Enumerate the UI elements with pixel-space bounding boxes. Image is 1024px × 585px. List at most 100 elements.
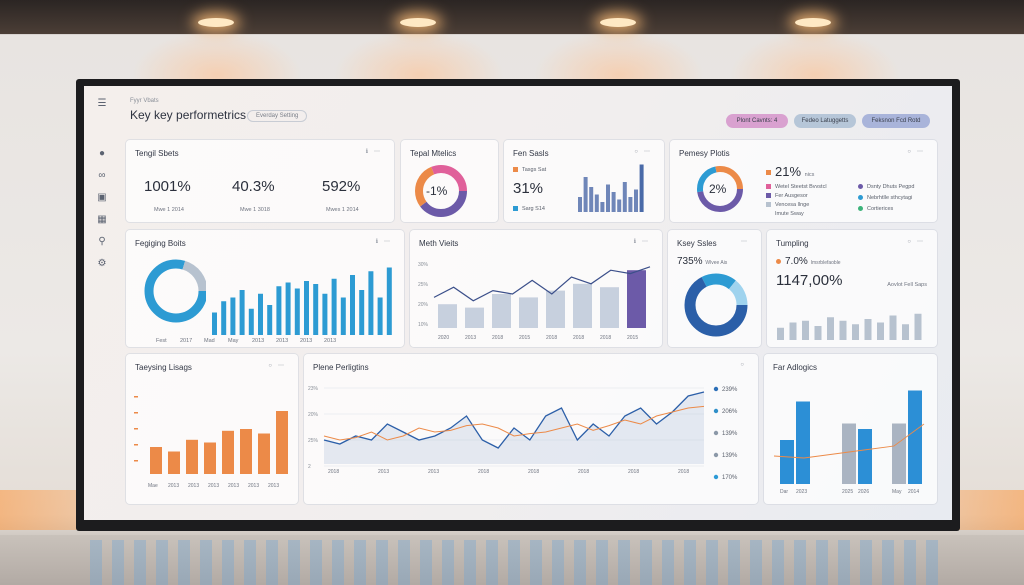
ceiling-light: [795, 18, 831, 27]
settings-tag[interactable]: Everday Setting: [247, 110, 308, 122]
more-icon[interactable]: ⋯: [384, 239, 396, 245]
ceiling-light: [400, 18, 436, 27]
bar-chart: [777, 313, 922, 340]
tick-label: 23%: [308, 386, 319, 392]
legend-item: Nebrhtlle sthcytagi: [858, 195, 912, 201]
donut-center-value: 2%: [709, 182, 727, 196]
tick-label: 2015: [627, 335, 638, 341]
bar: [322, 293, 328, 335]
tick-label: 30%: [418, 262, 429, 268]
card-title: Ksey Ssles: [677, 239, 717, 248]
card-actions[interactable]: ○⋯: [907, 238, 929, 245]
header-pill-plant[interactable]: Plont Cavnts: 4: [726, 114, 788, 128]
tick-label: May: [892, 489, 902, 495]
bar: [780, 440, 794, 484]
bar: [814, 326, 822, 340]
menu-icon[interactable]: ☰: [97, 98, 107, 109]
more-icon[interactable]: ⋯: [741, 239, 753, 245]
bar: [386, 267, 392, 335]
card-title: Meth Vieits: [419, 239, 459, 248]
legend-dot: [858, 184, 863, 190]
ceiling: [0, 0, 1024, 34]
tick-label: 2018: [328, 469, 339, 475]
series-line: [773, 423, 925, 459]
tick-label: 25%: [308, 438, 319, 444]
bar: [258, 433, 270, 474]
tick-label: 2013: [300, 338, 312, 344]
bar: [186, 439, 198, 474]
tick-mark: [134, 460, 138, 462]
bar: [230, 297, 236, 335]
legend-item: Fer Ausgesor: [766, 193, 808, 199]
card-actions[interactable]: ○: [740, 362, 750, 368]
bar: [892, 423, 906, 484]
card-title: Tumpling: [776, 239, 809, 248]
legend-swatch: [766, 184, 771, 190]
card-title: Far Adlogics: [773, 363, 818, 372]
bar: [150, 447, 162, 474]
bar: [789, 322, 797, 340]
card-title: Tepal Mtelics: [410, 149, 457, 158]
info-icon[interactable]: ℹ: [375, 239, 384, 245]
card-title: Taeysing Lisags: [135, 363, 192, 372]
more-icon[interactable]: ⋯: [374, 149, 386, 155]
kpi-value: 592%: [322, 178, 361, 195]
card-actions[interactable]: ○⋯: [268, 362, 290, 369]
bar: [276, 411, 288, 474]
card-actions[interactable]: ℹ⋯: [634, 238, 654, 245]
legend-swatch: [766, 193, 771, 199]
bar-chart: Dar 2023 2025 2026 May 2014: [773, 390, 925, 495]
kpi-suffix: Imsrblefaoble: [810, 260, 841, 266]
kpi-suffix: nics: [804, 172, 815, 178]
more-icon[interactable]: ⋯: [644, 149, 656, 155]
info-icon[interactable]: ℹ: [365, 149, 374, 155]
tick-label: 20%: [308, 412, 319, 418]
tick-label: 2018: [528, 469, 539, 475]
bar: [611, 192, 616, 212]
bar: [827, 317, 834, 340]
bar: [877, 322, 884, 340]
donut-segment: [684, 273, 748, 337]
tick-label: 2018: [678, 469, 689, 475]
bar: [465, 307, 484, 328]
card-actions[interactable]: ○⋯: [907, 148, 929, 155]
card-actions[interactable]: ○⋯: [634, 148, 656, 155]
info-icon[interactable]: ○: [268, 363, 278, 369]
header-pill-feksnon[interactable]: Feksnon Fcd Rotd: [862, 114, 930, 128]
inbox-icon[interactable]: ▣: [97, 192, 107, 203]
info-icon[interactable]: ℹ: [633, 239, 642, 245]
link-icon[interactable]: ∞: [98, 170, 106, 181]
info-icon[interactable]: ○: [907, 239, 917, 245]
chart-icon[interactable]: ▦: [97, 214, 107, 225]
settings-icon[interactable]: ⚙: [97, 258, 107, 269]
more-icon[interactable]: ⋯: [917, 149, 929, 155]
card-actions[interactable]: ℹ⋯: [376, 238, 396, 245]
bar: [212, 312, 217, 335]
card-total-sales: Tengil Sbets ℹ⋯ 1001% Mwe 1 2014 40.3% M…: [126, 140, 394, 222]
info-icon[interactable]: ○: [907, 149, 917, 155]
more-icon[interactable]: ⋯: [278, 363, 290, 369]
user-icon[interactable]: ●: [98, 148, 106, 159]
search-icon[interactable]: ⚲: [98, 236, 106, 247]
x-axis: Fest 2017 Mad May 2013 2013 2013 2013: [156, 338, 336, 344]
tick-label: 2018: [478, 469, 489, 475]
bar: [628, 197, 633, 212]
bar: [908, 390, 922, 484]
info-icon[interactable]: ○: [634, 149, 644, 155]
tick-label: 2013: [188, 483, 199, 489]
tick-label: 2025: [842, 489, 853, 495]
card-actions[interactable]: ℹ⋯: [366, 148, 386, 155]
tick-label: 2015: [519, 335, 530, 341]
card-actions[interactable]: ⋯: [741, 238, 753, 245]
sidebar: ☰ ● ∞ ▣ ▦ ⚲ ⚙: [84, 86, 122, 520]
more-icon[interactable]: ⋯: [642, 239, 654, 245]
tick-label: 2026: [858, 489, 869, 495]
bar: [267, 305, 273, 335]
legend-label: Dsnty Dhuts Pegpd: [867, 184, 915, 190]
tick-label: 20%: [418, 302, 429, 308]
more-icon[interactable]: ○: [740, 362, 750, 368]
bar: [573, 283, 592, 328]
header-pill-feed[interactable]: Fedeo Latuggetts: [794, 114, 856, 128]
more-icon[interactable]: ⋯: [917, 239, 929, 245]
bar: [285, 282, 291, 335]
